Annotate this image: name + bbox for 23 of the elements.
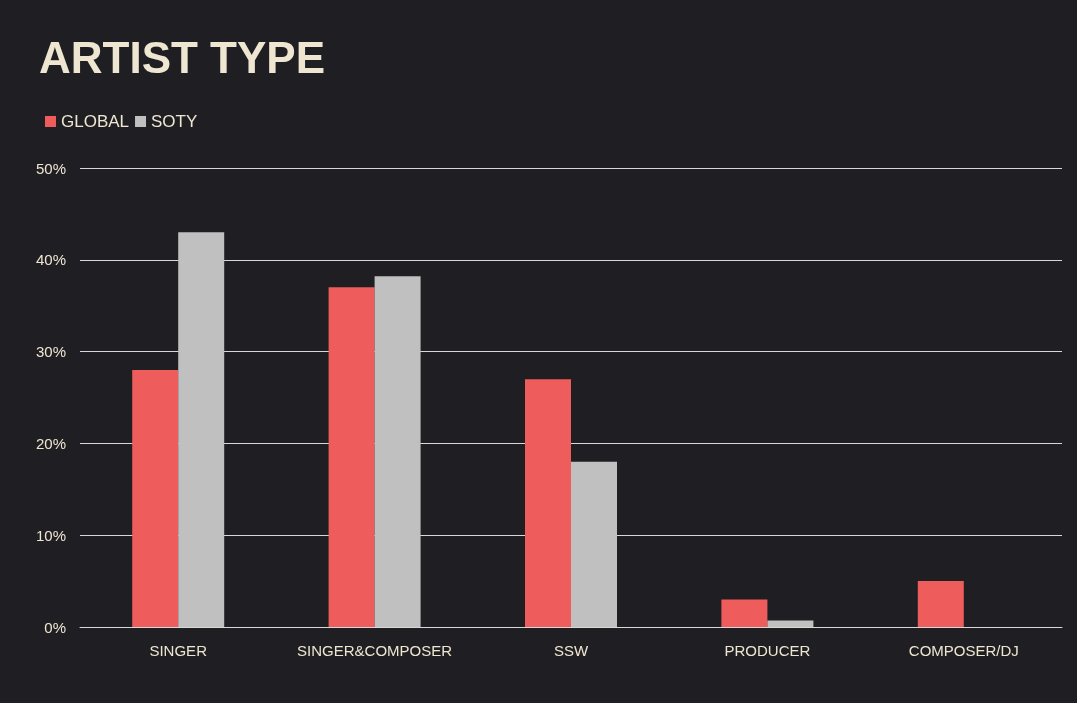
bar — [132, 369, 179, 627]
y-tick-label: 30% — [35, 343, 66, 361]
y-tick-label: 40% — [35, 251, 66, 269]
chart-title: ARTIST TYPE — [39, 32, 326, 82]
bar — [917, 581, 964, 627]
bar — [767, 620, 814, 627]
bar — [721, 599, 768, 627]
x-tick-label: COMPOSER/DJ — [908, 642, 1019, 659]
y-tick-label: 50% — [35, 159, 66, 177]
y-tick-label: 0% — [44, 618, 66, 636]
bar — [525, 379, 571, 627]
bar — [328, 287, 375, 627]
x-tick-label: SINGER — [149, 642, 208, 659]
bar — [374, 276, 421, 627]
bar — [571, 461, 617, 627]
y-tick-label: 20% — [35, 434, 66, 452]
legend-label: GLOBAL — [61, 112, 130, 131]
x-tick-label: SINGER&COMPOSER — [297, 642, 453, 659]
x-tick-label: SSW — [553, 642, 589, 659]
legend-label: SOTY — [151, 112, 198, 131]
x-tick-label: PRODUCER — [724, 642, 811, 659]
y-tick-label: 10% — [35, 526, 66, 544]
bar — [178, 232, 225, 627]
